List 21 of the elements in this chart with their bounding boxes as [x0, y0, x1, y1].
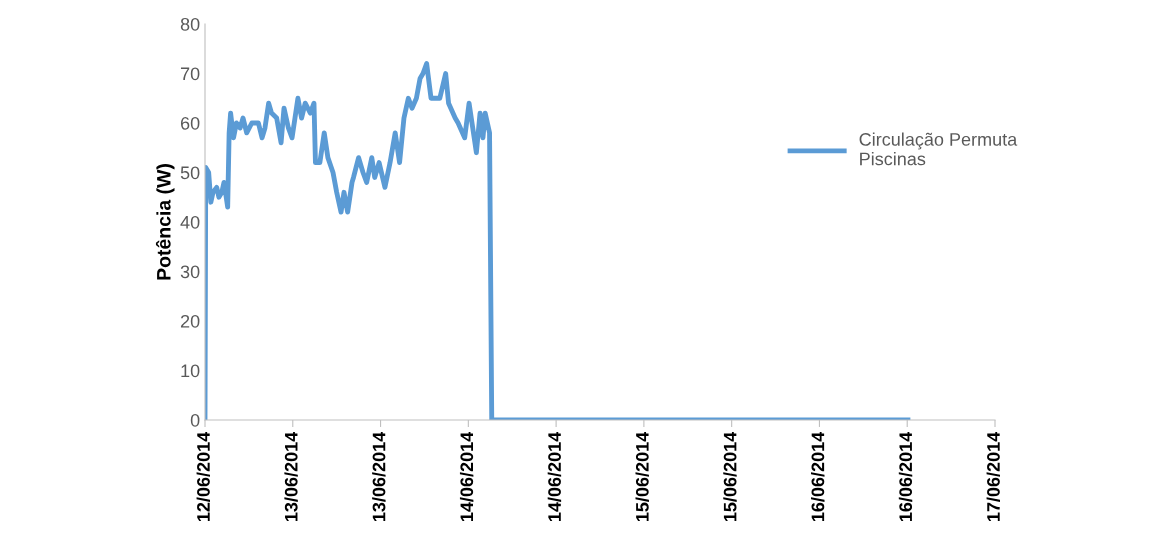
x-tick-label: 13/06/2014	[284, 431, 298, 522]
y-tick-label: 0	[190, 413, 200, 427]
x-tick-label: 14/06/2014	[547, 431, 562, 522]
y-tick-label: 10	[181, 364, 200, 378]
y-axis-title: Potência (W)	[155, 164, 175, 280]
y-tick-label: 60	[180, 116, 200, 130]
y-tick-label: 80	[180, 17, 200, 31]
x-tick-label: 16/06/2014	[811, 431, 825, 522]
legend-label: Circulação Permuta Piscinas	[859, 132, 1018, 166]
x-tick-label: 12/06/2014	[196, 431, 211, 522]
x-tick-label: 17/06/2014	[986, 431, 1001, 522]
y-tick-label: 40	[180, 215, 200, 229]
x-tick-label: 14/06/2014	[459, 431, 474, 522]
y-tick-label: 20	[180, 314, 200, 328]
x-tick-label: 15/06/2014	[723, 431, 737, 522]
y-tick-label: 70	[180, 67, 200, 81]
x-tick-label: 13/06/2014	[372, 431, 386, 522]
x-tick-label: 15/06/2014	[635, 431, 649, 522]
x-tick-label: 16/06/2014	[898, 431, 913, 522]
y-tick-label: 30	[180, 265, 200, 279]
y-tick-label: 50	[180, 166, 200, 180]
